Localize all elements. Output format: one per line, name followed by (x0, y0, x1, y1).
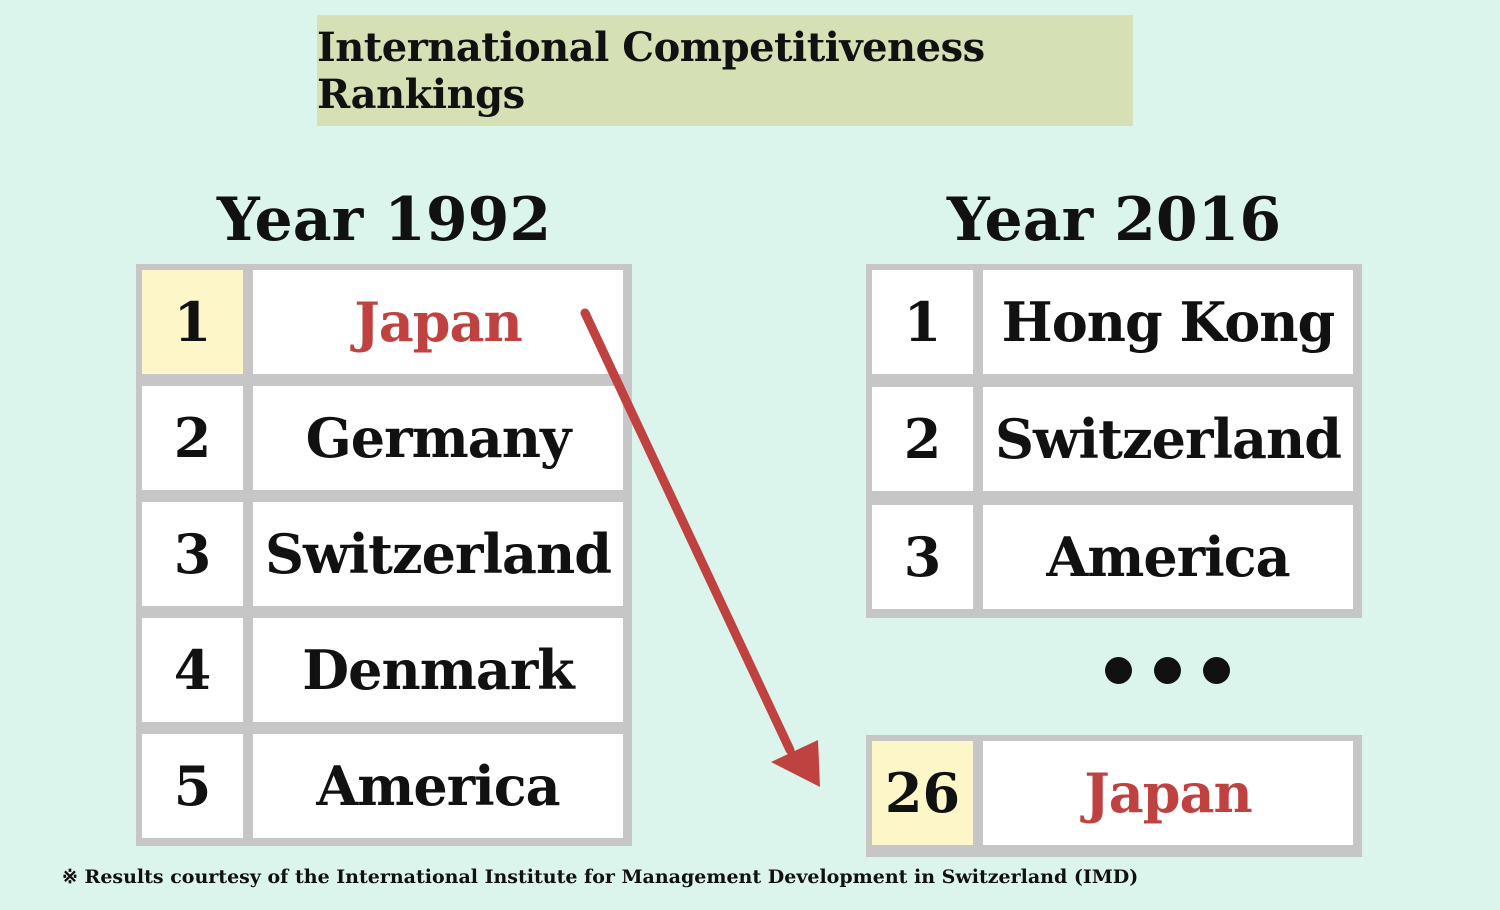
ellipsis-dot (1105, 656, 1132, 684)
title-banner: International Competitiveness Rankings (317, 15, 1133, 126)
country-cell: Japan (983, 741, 1353, 845)
ellipsis-dot (1154, 656, 1181, 684)
country-cell: Japan (253, 270, 623, 374)
ellipsis-dot (1203, 656, 1230, 684)
left-year-heading: Year 1992 (216, 185, 552, 255)
rank-cell: 1 (142, 270, 243, 374)
ellipsis-icon (1105, 645, 1230, 695)
right-year-heading: Year 2016 (946, 185, 1282, 255)
page-title: International Competitiveness Rankings (317, 23, 985, 118)
rank-cell: 2 (872, 387, 973, 492)
footnote: ※ Results courtesy of the International … (62, 866, 1139, 888)
rank-cell: 3 (142, 502, 243, 606)
rank-cell: 5 (142, 734, 243, 838)
country-cell: America (253, 734, 623, 838)
rank-cell: 3 (872, 504, 973, 609)
rank-cell: 4 (142, 618, 243, 722)
country-cell: Switzerland (253, 502, 623, 606)
country-cell: Switzerland (983, 387, 1353, 492)
rank-cell: 2 (142, 386, 243, 490)
country-cell: America (983, 504, 1353, 609)
rank-cell: 26 (872, 741, 973, 845)
country-cell: Germany (253, 386, 623, 490)
country-cell: Hong Kong (983, 270, 1353, 374)
ranking-table-2016: 1 Hong Kong 2 Switzerland 3 America (866, 264, 1362, 618)
ranking-table-2016-japan: 26 Japan (866, 735, 1362, 857)
country-cell: Denmark (253, 618, 623, 722)
ranking-table-1992: 1 Japan 2 Germany 3 Switzerland 4 Denmar… (136, 264, 632, 846)
rank-cell: 1 (872, 270, 973, 374)
